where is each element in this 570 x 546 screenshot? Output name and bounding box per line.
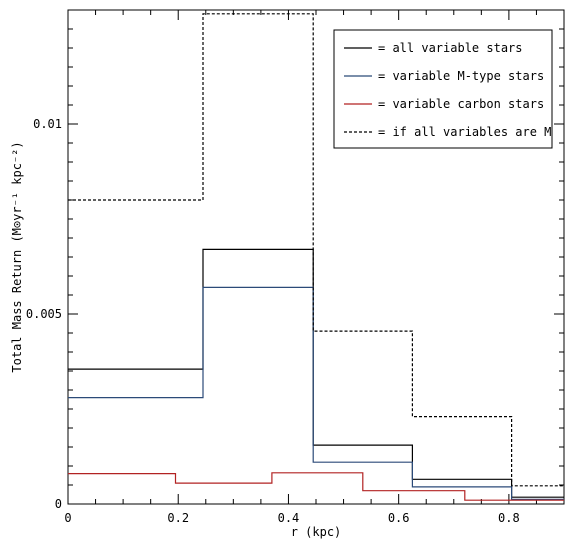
axis-ticks: [67, 9, 565, 505]
x-tick-label: 0.2: [167, 511, 189, 525]
x-axis-label: r (kpc): [291, 525, 342, 539]
tick-labels: 0 0.2 0.4 0.6 0.8 0 0.005 0.01: [26, 117, 520, 525]
x-tick-label: 0: [64, 511, 71, 525]
x-tick-label: 0.6: [388, 511, 410, 525]
legend-box: [333, 29, 553, 149]
y-tick-label: 0.01: [33, 117, 62, 131]
series-line-0: [68, 248, 564, 498]
x-tick-label: 0.8: [498, 511, 520, 525]
x-tick-label: 0.4: [278, 511, 300, 525]
legend-label: = variable carbon stars: [378, 97, 544, 111]
legend-label: = variable M-type stars: [378, 69, 544, 83]
legend-label: = if all variables are M: [378, 125, 551, 139]
legend: = all variable stars = variable M-type st…: [333, 29, 553, 149]
y-axis-label: Total Mass Return (M⊙yr⁻¹ kpc⁻²): [10, 141, 24, 372]
y-tick-label: 0.005: [26, 307, 62, 321]
series-line-3: [68, 13, 564, 487]
series-line-2: [68, 472, 564, 501]
series-line-1: [68, 286, 564, 500]
legend-label: = all variable stars: [378, 41, 523, 55]
y-tick-label: 0: [55, 497, 62, 511]
series-layer: [68, 13, 564, 501]
